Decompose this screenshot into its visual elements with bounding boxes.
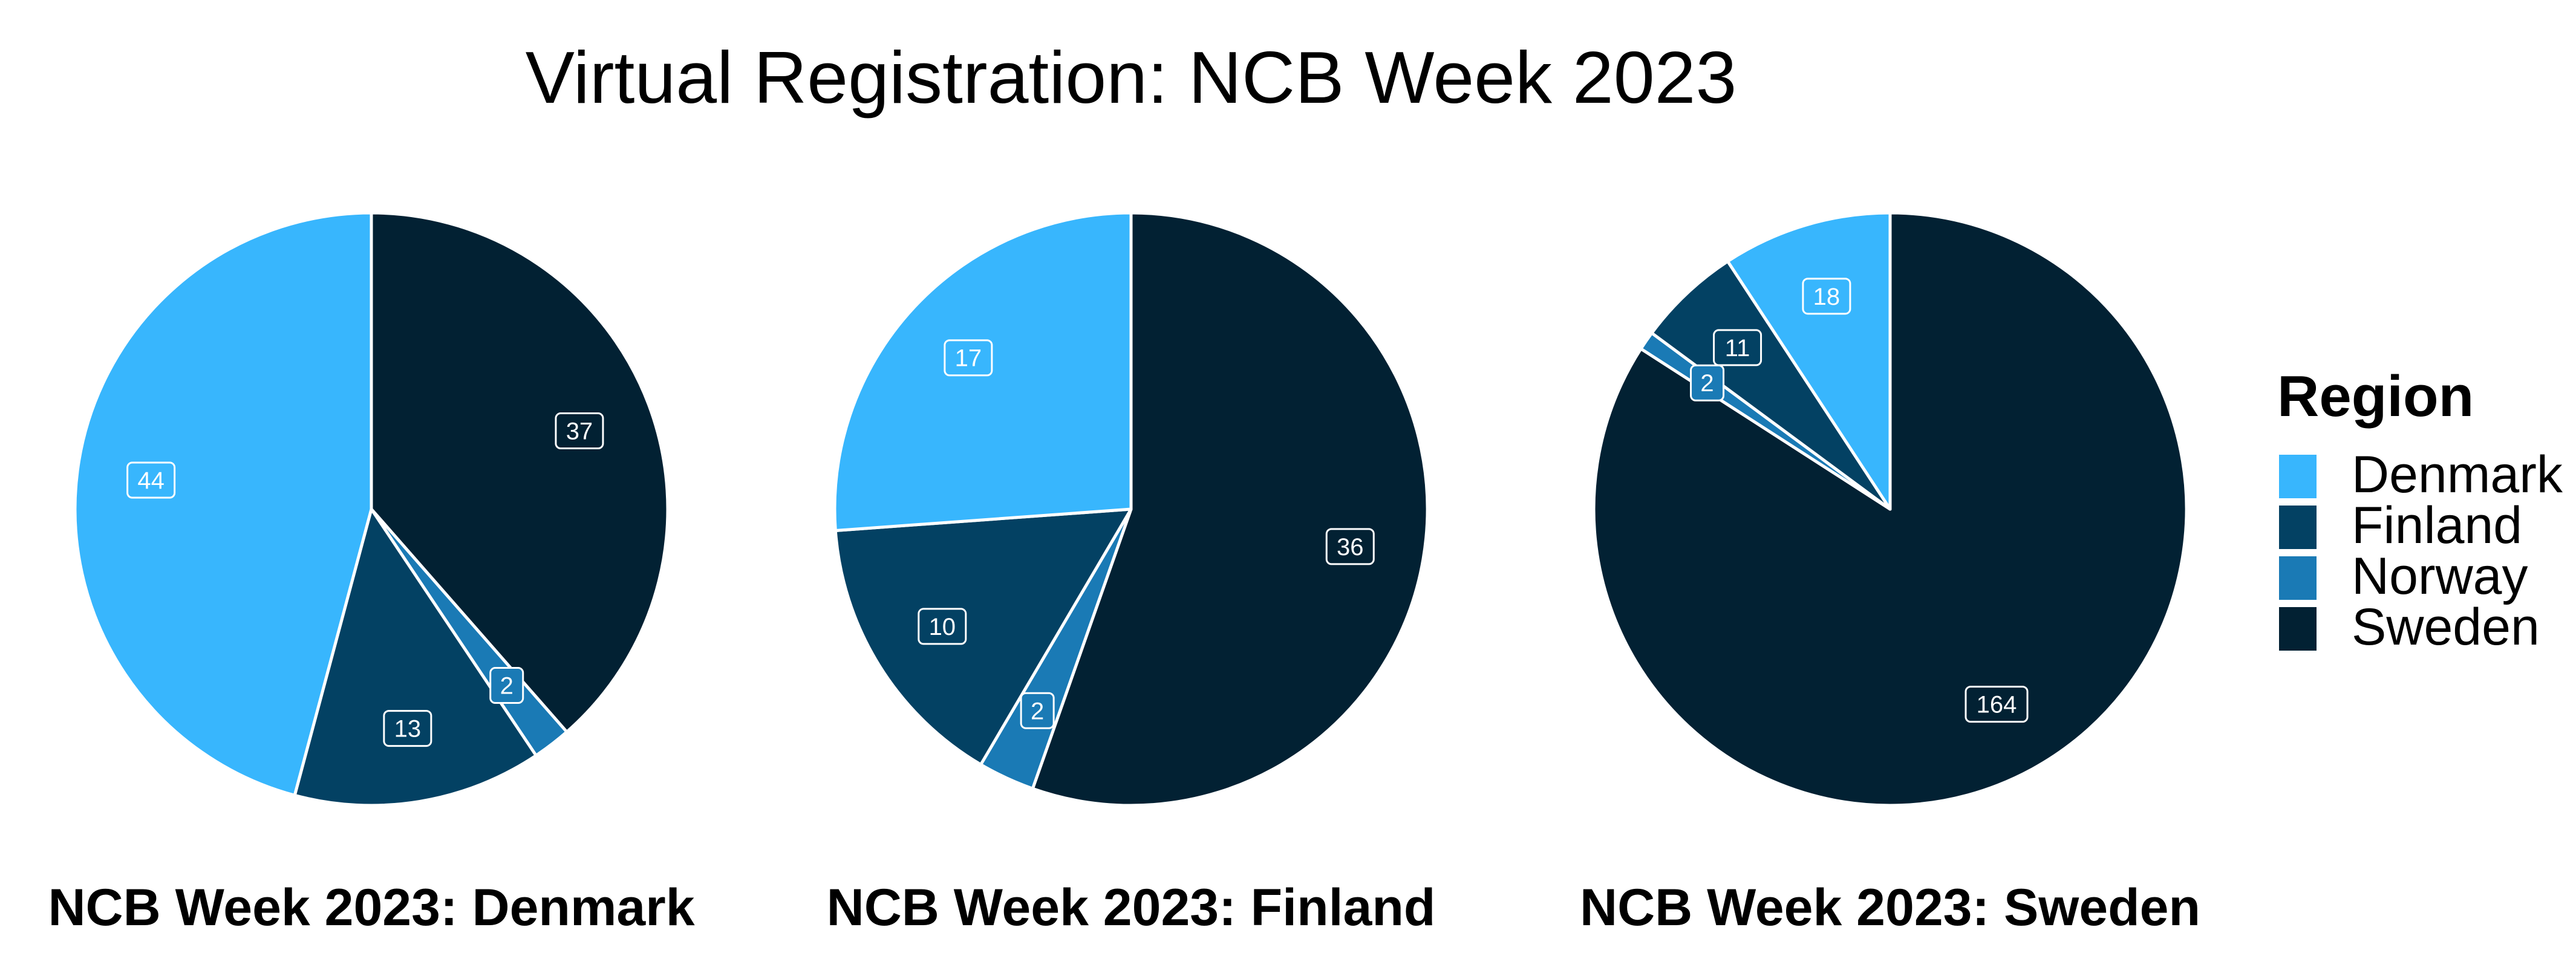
legend-title: Region <box>2277 364 2474 429</box>
slice-label-norway: 2 <box>489 667 524 704</box>
slice-label-sweden: 164 <box>1965 686 2029 723</box>
pie-slice-finland <box>293 507 538 807</box>
slice-label-box <box>1802 278 1851 315</box>
slice-label-text: 44 <box>137 467 165 494</box>
slice-label-denmark: 44 <box>126 461 176 499</box>
slice-label-box <box>1020 692 1055 729</box>
legend-label: Denmark <box>2352 446 2563 504</box>
legend-item-norway: Norway <box>2279 547 2528 605</box>
pie-slice-finland <box>833 507 1133 766</box>
slice-label-text: 10 <box>929 614 956 640</box>
pie-charts: 37 2 13 44 NCB Week 2023: Denmark 36 2 10 17 NCB … <box>48 211 2200 937</box>
slice-label-text: 17 <box>955 345 982 372</box>
slice-label-box <box>126 461 176 499</box>
slice-label-text: 11 <box>1725 335 1750 362</box>
pie-ncb-week-2023-denmark: 37 2 13 44 NCB Week 2023: Denmark <box>48 211 695 937</box>
slice-label-finland: 10 <box>918 608 967 645</box>
pie-ncb-week-2023-finland: 36 2 10 17 NCB Week 2023: Finland <box>827 211 1436 937</box>
slice-label-box <box>1965 686 2029 723</box>
slice-label-finland: 11 <box>1713 329 1762 366</box>
pie-title: NCB Week 2023: Finland <box>827 879 1436 937</box>
slice-label-box <box>1325 528 1375 565</box>
main-title: Virtual Registration: NCB Week 2023 <box>526 36 1737 119</box>
slice-label-text: 2 <box>500 673 514 700</box>
slice-label-norway: 2 <box>1690 364 1725 402</box>
slice-label-box <box>918 608 967 645</box>
slice-label-text: 36 <box>1337 534 1364 561</box>
slice-label-box <box>1690 364 1725 402</box>
pie-title: NCB Week 2023: Sweden <box>1580 879 2200 937</box>
slice-label-text: 18 <box>1813 284 1841 310</box>
legend-label: Finland <box>2352 496 2522 554</box>
legend-item-finland: Finland <box>2279 496 2522 554</box>
pie-slice-finland <box>1650 259 1892 511</box>
legend-swatch <box>2279 455 2317 498</box>
slice-label-denmark: 18 <box>1802 278 1851 315</box>
pie-slice-denmark <box>73 211 373 797</box>
slice-label-box <box>1713 329 1762 366</box>
slice-label-box <box>383 710 432 747</box>
slice-label-text: 37 <box>566 418 593 445</box>
pie-ncb-week-2023-sweden: 164 2 11 18 NCB Week 2023: Sweden <box>1580 211 2200 937</box>
slice-label-box <box>555 412 604 450</box>
legend-swatch <box>2279 556 2317 600</box>
slice-label-text: 164 <box>1977 692 2017 718</box>
legend-label: Sweden <box>2352 598 2540 656</box>
slice-label-finland: 13 <box>383 710 432 747</box>
pie-slice-sweden <box>370 211 670 733</box>
slice-label-sweden: 37 <box>555 412 604 450</box>
slice-label-text: 13 <box>394 716 422 743</box>
legend-swatch <box>2279 506 2317 549</box>
slice-label-sweden: 36 <box>1325 528 1375 565</box>
slice-label-text: 2 <box>1031 698 1044 724</box>
legend-item-denmark: Denmark <box>2279 446 2563 504</box>
pie-title: NCB Week 2023: Denmark <box>48 879 694 937</box>
slice-label-box <box>489 667 524 704</box>
legend-label: Norway <box>2352 547 2528 605</box>
slice-label-box <box>944 339 993 377</box>
legend-swatch <box>2279 607 2317 651</box>
legend-item-sweden: Sweden <box>2279 598 2540 656</box>
slice-label-denmark: 17 <box>944 339 993 377</box>
slice-label-text: 2 <box>1700 370 1714 397</box>
slice-label-norway: 2 <box>1020 692 1055 729</box>
